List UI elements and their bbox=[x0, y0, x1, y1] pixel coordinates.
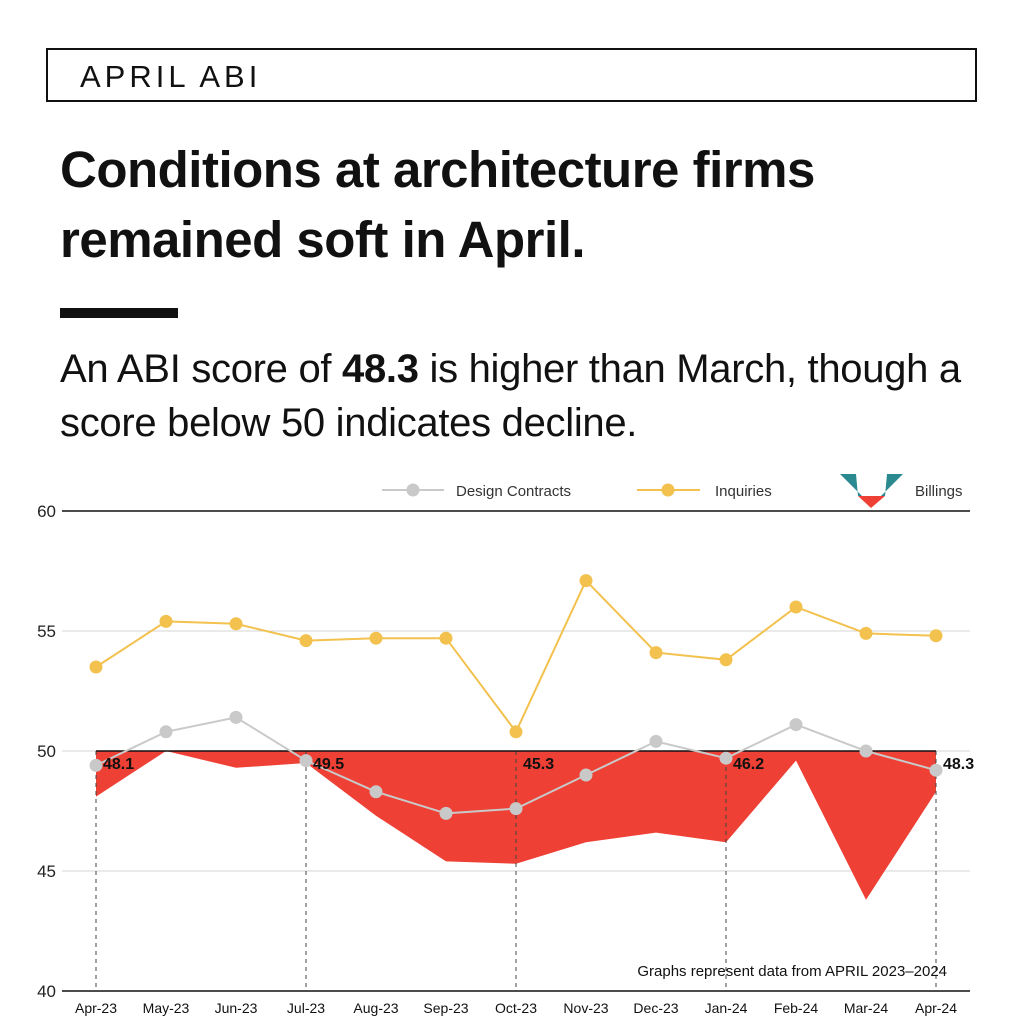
legend-billings-label: Billings bbox=[915, 483, 963, 500]
inquiries-point bbox=[719, 653, 733, 667]
y-tick-label: 40 bbox=[37, 982, 56, 1001]
x-tick-label: Apr-24 bbox=[915, 1000, 957, 1016]
inquiries-point bbox=[439, 631, 453, 645]
x-tick-label: Dec-23 bbox=[633, 1000, 678, 1016]
subhead-suffix: is higher than March, though a score bel… bbox=[60, 347, 961, 445]
inquiries-point bbox=[649, 646, 663, 660]
x-tick-label: Apr-23 bbox=[75, 1000, 117, 1016]
design-contracts-point bbox=[579, 768, 593, 782]
billings-value-label: 48.1 bbox=[103, 756, 134, 773]
chart-legend: Design Contracts Inquiries Billings bbox=[382, 474, 963, 508]
design-contracts-point bbox=[159, 725, 173, 739]
inquiries-point bbox=[929, 629, 943, 643]
x-tick-label: Jul-23 bbox=[287, 1000, 325, 1016]
design-contracts-point bbox=[89, 758, 103, 772]
header-label: APRIL ABI bbox=[80, 59, 262, 94]
x-tick-label: Jun-23 bbox=[215, 1000, 258, 1016]
x-tick-label: Jan-24 bbox=[705, 1000, 748, 1016]
inquiries-point bbox=[229, 617, 243, 631]
headline-rule bbox=[60, 308, 178, 318]
inquiries-point bbox=[859, 626, 873, 640]
legend-design-contracts-label: Design Contracts bbox=[456, 483, 571, 500]
inquiries-point bbox=[789, 600, 803, 614]
x-tick-label: Mar-24 bbox=[844, 1000, 889, 1016]
design-contracts-point bbox=[439, 806, 453, 820]
inquiries-point bbox=[159, 614, 173, 628]
y-tick-label: 45 bbox=[37, 862, 56, 881]
design-contracts-point bbox=[229, 710, 243, 724]
design-contracts-point bbox=[789, 718, 803, 732]
billings-value-label: 45.3 bbox=[523, 756, 554, 773]
inquiries-point bbox=[89, 660, 103, 674]
callout-drop-lines bbox=[95, 751, 937, 991]
legend-design-contracts-marker bbox=[406, 483, 420, 497]
design-contracts-point bbox=[649, 734, 663, 748]
inquiries-point bbox=[579, 574, 593, 588]
x-tick-label: Aug-23 bbox=[353, 1000, 398, 1016]
inquiries-point bbox=[509, 725, 523, 739]
y-tick-label: 60 bbox=[37, 502, 56, 521]
x-tick-label: Sep-23 bbox=[423, 1000, 468, 1016]
source-note: Graphs represent data from APRIL 2023–20… bbox=[637, 963, 947, 980]
legend-billings-teal-left bbox=[840, 474, 862, 496]
inquiries-point bbox=[299, 634, 313, 648]
series-points bbox=[89, 574, 943, 820]
x-tick-label: Oct-23 bbox=[495, 1000, 537, 1016]
x-tick-label: May-23 bbox=[143, 1000, 190, 1016]
design-contracts-point bbox=[299, 754, 313, 768]
subhead-score: 48.3 bbox=[342, 347, 419, 391]
subhead: An ABI score of 48.3 is higher than Marc… bbox=[60, 342, 1000, 450]
billings-value-label: 48.3 bbox=[943, 756, 974, 773]
x-tick-label: Feb-24 bbox=[774, 1000, 819, 1016]
design-contracts-point bbox=[929, 763, 943, 777]
legend-billings-red bbox=[858, 496, 885, 508]
design-contracts-point bbox=[719, 751, 733, 765]
design-contracts-point bbox=[859, 744, 873, 758]
inquiries-point bbox=[369, 631, 383, 645]
legend-billings-teal-right bbox=[881, 474, 903, 496]
billings-value-label: 49.5 bbox=[313, 756, 344, 773]
legend-inquiries-marker bbox=[661, 483, 675, 497]
inquiries-line bbox=[95, 578, 937, 734]
headline: Conditions at architecture firms remaine… bbox=[60, 141, 815, 268]
legend-inquiries-label: Inquiries bbox=[715, 483, 772, 500]
chart-labels: 40 45 50 55 60 Apr-23 May-23 Jun-23 Jul-23 Aug-23… bbox=[37, 502, 974, 1016]
x-tick-label: Nov-23 bbox=[563, 1000, 608, 1016]
design-contracts-point bbox=[369, 785, 383, 799]
y-tick-label: 50 bbox=[37, 742, 56, 761]
subhead-prefix: An ABI score of bbox=[60, 347, 343, 391]
header-box: APRIL ABI bbox=[46, 48, 977, 102]
billings-value-label: 46.2 bbox=[733, 756, 764, 773]
design-contracts-point bbox=[509, 802, 523, 816]
y-tick-label: 55 bbox=[37, 622, 56, 641]
